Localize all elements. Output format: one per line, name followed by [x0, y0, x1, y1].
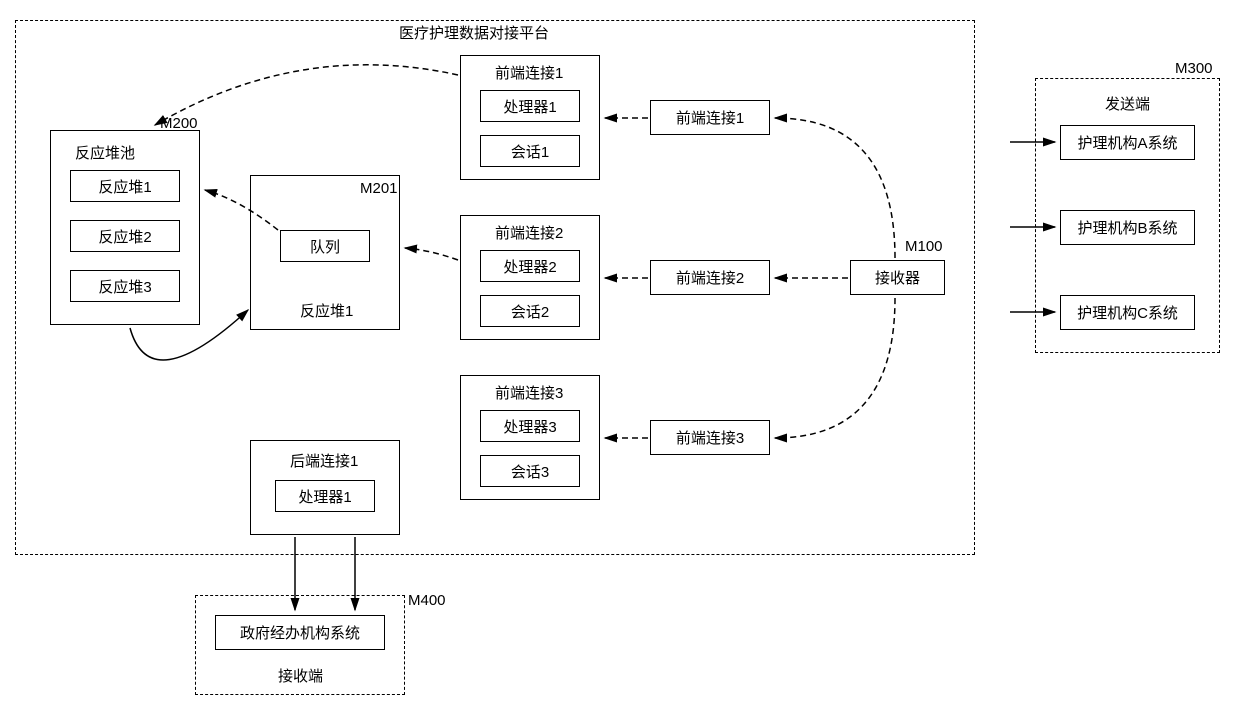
frontend-conn-1-session: 会话1	[480, 135, 580, 167]
reactor-1: 反应堆1	[70, 170, 180, 202]
backend-conn-title: 后端连接1	[290, 450, 358, 471]
receiver-box: 接收器	[850, 260, 945, 295]
reactor-pool-title: 反应堆池	[75, 142, 135, 163]
sender-system-b: 护理机构B系统	[1060, 210, 1195, 245]
frontend-link-3: 前端连接3	[650, 420, 770, 455]
recipient-label: M400	[408, 592, 446, 609]
reactor-2: 反应堆2	[70, 220, 180, 252]
reactor-3: 反应堆3	[70, 270, 180, 302]
frontend-conn-1-processor: 处理器1	[480, 90, 580, 122]
frontend-link-2: 前端连接2	[650, 260, 770, 295]
recipient-system: 政府经办机构系统	[215, 615, 385, 650]
frontend-conn-3-title: 前端连接3	[495, 382, 563, 403]
frontend-link-1: 前端连接1	[650, 100, 770, 135]
sender-label: M300	[1175, 60, 1213, 77]
frontend-conn-1-title: 前端连接1	[495, 62, 563, 83]
platform-title: 医疗护理数据对接平台	[395, 22, 553, 43]
reactor-pool-label: M200	[160, 115, 198, 132]
sender-system-a: 护理机构A系统	[1060, 125, 1195, 160]
frontend-conn-2-processor: 处理器2	[480, 250, 580, 282]
reactor-instance-label: M201	[360, 180, 398, 197]
frontend-conn-2-session: 会话2	[480, 295, 580, 327]
frontend-conn-3-session: 会话3	[480, 455, 580, 487]
frontend-conn-3-processor: 处理器3	[480, 410, 580, 442]
frontend-conn-2-title: 前端连接2	[495, 222, 563, 243]
backend-processor: 处理器1	[275, 480, 375, 512]
reactor-instance-title: 反应堆1	[300, 300, 353, 321]
queue-box: 队列	[280, 230, 370, 262]
recipient-title: 接收端	[278, 665, 323, 686]
sender-title: 发送端	[1105, 93, 1150, 114]
receiver-label: M100	[905, 238, 943, 255]
sender-system-c: 护理机构C系统	[1060, 295, 1195, 330]
